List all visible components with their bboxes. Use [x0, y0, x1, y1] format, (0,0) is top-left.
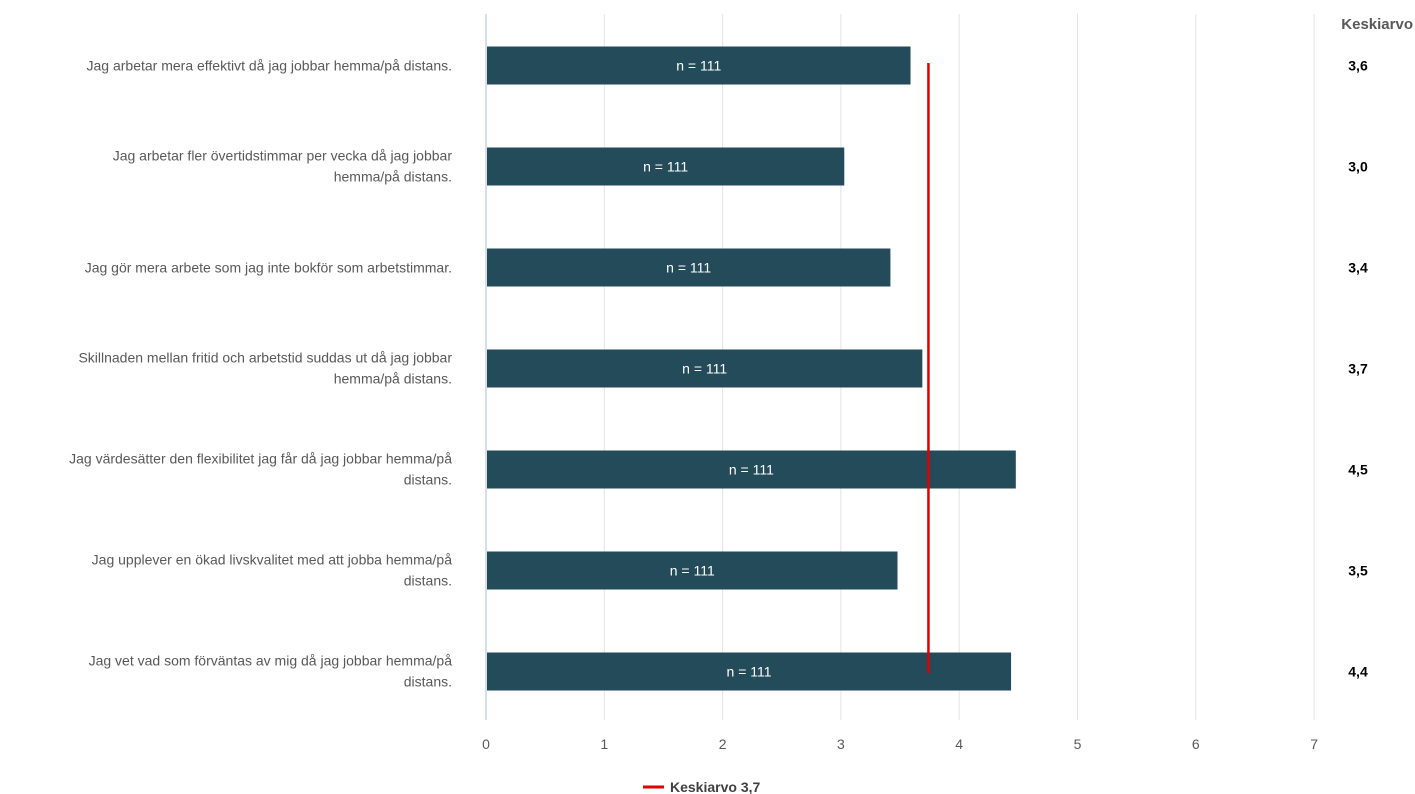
average-value: 3,4	[1348, 260, 1368, 276]
average-column-values: 3,6 3,0 3,4 3,7 4,5 3,5 4,4	[1348, 58, 1368, 680]
x-tick-label: 3	[837, 736, 845, 752]
category-label-line: Jag arbetar mera effektivt då jag jobbar…	[87, 58, 453, 74]
category-label-line: Skillnaden mellan fritid och arbetstid s…	[78, 350, 452, 366]
bar-data-label: n = 111	[666, 260, 711, 276]
bar-data-label: n = 111	[676, 58, 721, 74]
category-label: Jag gör mera arbete som jag inte bokför …	[85, 260, 452, 276]
category-label-line: Jag värdesätter den flexibilitet jag får…	[69, 451, 452, 467]
average-column-header: Keskiarvo	[1341, 16, 1413, 33]
bars-group: n = 111 n = 111 n = 111 n = 111 n = 111 n = 1…	[487, 46, 1016, 691]
average-value: 4,5	[1348, 462, 1368, 478]
category-label-line: hemma/på distans.	[334, 371, 452, 387]
x-tick-label: 5	[1074, 736, 1082, 752]
average-value: 4,4	[1348, 664, 1368, 680]
category-label-line: hemma/på distans.	[334, 169, 452, 185]
legend: Keskiarvo 3,7	[643, 779, 760, 794]
category-label: Jag värdesätter den flexibilitet jag får…	[69, 451, 452, 488]
category-labels: Jag arbetar mera effektivt då jag jobbar…	[69, 58, 452, 690]
category-label: Skillnaden mellan fritid och arbetstid s…	[78, 350, 452, 387]
bar	[487, 46, 911, 85]
bar-data-label: n = 111	[727, 664, 772, 680]
x-tick-label: 4	[955, 736, 963, 752]
category-label: Jag arbetar mera effektivt då jag jobbar…	[87, 58, 453, 74]
x-tick-label: 7	[1310, 736, 1318, 752]
bar-data-label: n = 111	[682, 361, 727, 377]
x-tick-label: 0	[482, 736, 490, 752]
bar	[487, 147, 845, 186]
bar-data-label: n = 111	[729, 462, 774, 478]
category-label: Jag vet vad som förväntas av mig då jag …	[89, 653, 453, 690]
average-value: 3,6	[1348, 58, 1368, 74]
average-value: 3,0	[1348, 159, 1368, 175]
bar	[487, 248, 891, 287]
category-label-line: Jag arbetar fler övertidstimmar per veck…	[113, 148, 453, 164]
average-value: 3,5	[1348, 563, 1368, 579]
category-label-line: distans.	[404, 573, 452, 589]
x-tick-labels: 0 1 2 3 4 5 6 7	[482, 736, 1318, 752]
bar-data-label: n = 111	[670, 563, 715, 579]
category-label-line: Jag upplever en ökad livskvalitet med at…	[92, 552, 453, 568]
category-label: Jag upplever en ökad livskvalitet med at…	[92, 552, 453, 589]
bar	[487, 652, 1012, 691]
category-label-line: Jag gör mera arbete som jag inte bokför …	[85, 260, 452, 276]
category-label-line: distans.	[404, 472, 452, 488]
x-tick-label: 2	[719, 736, 727, 752]
category-label-line: distans.	[404, 674, 452, 690]
bar	[487, 349, 923, 388]
category-label-line: Jag vet vad som förväntas av mig då jag …	[89, 653, 453, 669]
category-label: Jag arbetar fler övertidstimmar per veck…	[113, 148, 453, 185]
bar-data-label: n = 111	[643, 159, 688, 175]
x-tick-label: 6	[1192, 736, 1200, 752]
x-tick-label: 1	[600, 736, 608, 752]
legend-label: Keskiarvo 3,7	[670, 779, 760, 794]
bar	[487, 551, 898, 590]
average-value: 3,7	[1348, 361, 1368, 377]
